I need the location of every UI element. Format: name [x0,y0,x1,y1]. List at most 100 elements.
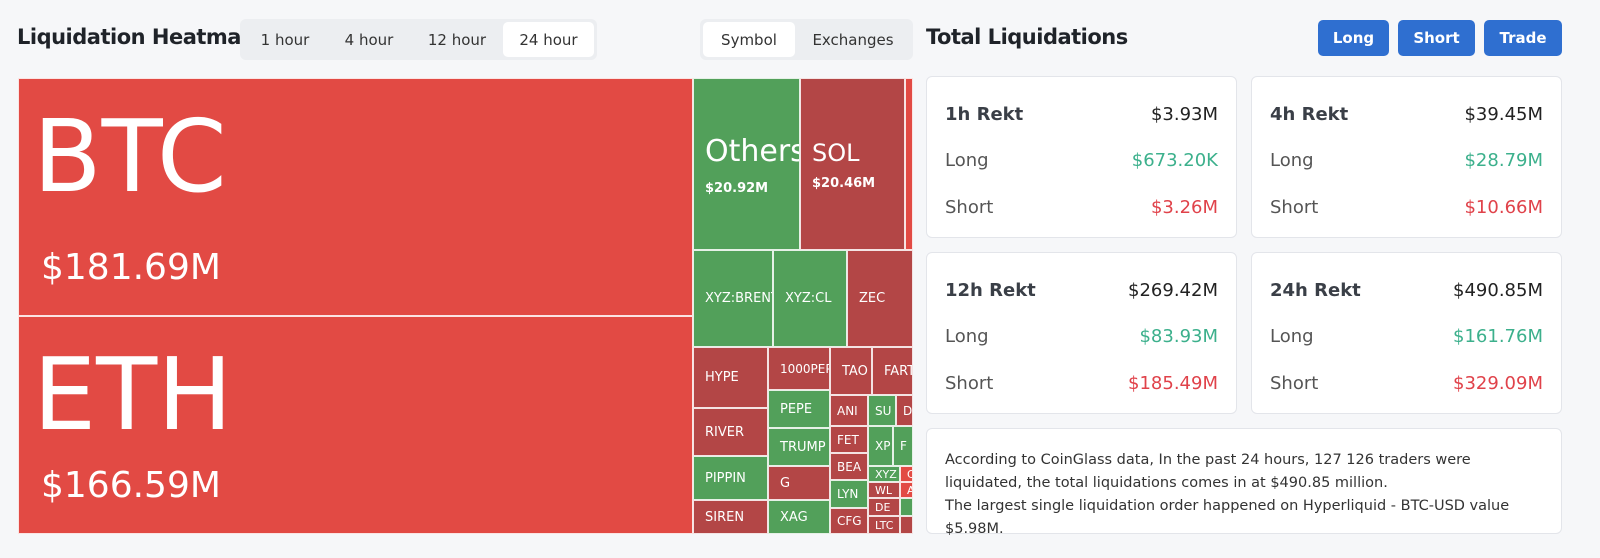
tile[interactable]: A [900,482,913,498]
tile[interactable]: XP [868,426,893,466]
summary-text: The largest single liquidation order hap… [945,498,1510,537]
tile-symbol: XAG [780,509,808,525]
tile[interactable]: PIPPIN [693,456,768,500]
tile[interactable]: F [893,426,913,466]
tile[interactable]: BTC $181.69M [18,78,693,316]
tile[interactable]: XYZ:CL [773,250,847,347]
tile[interactable]: TRUMP [768,428,830,466]
view-tab[interactable]: Symbol [703,22,795,57]
time-tab-label[interactable]: 24 hour [519,30,578,49]
tile[interactable]: LYN [830,480,868,508]
row-value: $28.79M [1464,150,1543,171]
tile[interactable]: SIREN [693,500,768,534]
row-value: $3.26M [1150,197,1218,218]
tile[interactable]: ZEC [847,250,913,347]
view-tab-label[interactable]: Exchanges [812,30,894,49]
tile[interactable]: SU [868,395,896,426]
time-tab-label[interactable]: 4 hour [344,30,394,49]
button-label[interactable]: Trade [1499,29,1547,47]
tile[interactable]: FART [872,347,913,395]
tile-symbol: BEA [837,459,862,474]
tile[interactable]: PEPE [768,390,830,428]
row-label: Short [1270,373,1319,394]
tile-symbol: SU [875,403,892,418]
tile[interactable]: C [900,466,913,482]
card-title: 4h Rekt [1270,104,1349,125]
tile-symbol: LYN [837,487,859,501]
card-title: 24h Rekt [1270,280,1361,301]
tile-symbol: A [907,483,912,497]
tile[interactable]: HYPE [693,347,768,408]
tile-symbol: C [907,467,912,481]
row-label: Long [945,326,989,347]
tile[interactable]: D [896,395,913,426]
tile[interactable] [900,516,913,534]
tile-symbol: Others [705,134,800,169]
card-total: $39.45M [1464,104,1543,125]
tile[interactable]: XYZ [868,466,900,482]
button-label[interactable]: Short [1413,29,1460,47]
tile[interactable]: XAG [768,500,830,534]
tile[interactable]: ANI [830,395,868,426]
tile-symbol: DE [875,500,891,514]
tile-symbol: SIREN [705,509,745,525]
tile-symbol: RIVER [705,424,745,440]
row-label: Long [1270,326,1314,347]
row-value: $83.93M [1139,326,1218,347]
view-tab[interactable]: Exchanges [798,22,908,57]
button[interactable]: Long [1318,20,1389,56]
row-value: $673.20K [1131,150,1218,171]
view-tab-label[interactable]: Symbol [721,30,777,49]
button[interactable]: Trade [1484,20,1562,56]
tile-symbol: FET [837,432,859,447]
tile[interactable]: FET [830,426,868,453]
card-total: $3.93M [1150,104,1218,125]
tile[interactable]: LTC [868,516,900,534]
tile[interactable]: SOL $20.46M [800,78,905,250]
row-value: $329.09M [1453,373,1543,394]
tile[interactable]: WL [868,482,900,498]
tile-symbol: PEPE [780,401,813,417]
totals-title: Total Liquidations [926,25,1128,49]
time-tab[interactable]: 24 hour [503,22,594,57]
time-tab[interactable]: 4 hour [330,22,408,57]
tile-value: $20.46M [812,176,876,191]
button[interactable]: Short [1398,20,1475,56]
rekt-card: 4h Rekt $39.45M Long $28.79M Short $10.66M [1251,76,1562,238]
tile-symbol: D [903,403,913,418]
time-tab-label[interactable]: 1 hour [260,30,310,49]
button-label[interactable]: Long [1332,29,1375,47]
tile[interactable]: G [768,466,830,500]
tile[interactable]: ETH $166.59M [18,316,693,534]
tile[interactable]: TAO [830,347,872,395]
tile-symbol: PIPPIN [705,470,746,486]
tile-symbol: TRUMP [780,439,826,455]
row-label: Long [1270,150,1314,171]
time-tab[interactable]: 1 hour [246,22,324,57]
tile-symbol: XYZ:BRENT [705,291,773,306]
tile[interactable]: CFG [830,508,868,534]
rekt-card: 12h Rekt $269.42M Long $83.93M Short $185.49M [926,252,1237,414]
tile[interactable]: BEA [830,453,868,480]
tile-symbol: TAO [842,363,868,379]
tile-symbol: XYZ [875,467,897,481]
tile-symbol: XP [875,439,891,453]
tile[interactable] [900,498,913,516]
tile[interactable]: XYZ:BRENT [693,250,773,347]
row-label: Short [1270,197,1319,218]
tile[interactable]: RIVER [693,408,768,456]
time-tab-label[interactable]: 12 hour [427,30,487,49]
tile[interactable] [905,78,913,250]
rekt-card: 24h Rekt $490.85M Long $161.76M Short $329.09… [1251,252,1562,414]
tile[interactable]: DE [868,498,900,516]
tile-symbol: ZEC [859,291,886,306]
tile-symbol: WL [875,483,893,497]
card-total: $490.85M [1453,280,1543,301]
summary-text: According to CoinGlass data, In the past… [945,452,1471,491]
summary-card: According to CoinGlass data, In the past… [926,428,1562,537]
card-total: $269.42M [1128,280,1218,301]
tile[interactable]: Others $20.92M [693,78,800,250]
time-tab[interactable]: 12 hour [412,22,502,57]
